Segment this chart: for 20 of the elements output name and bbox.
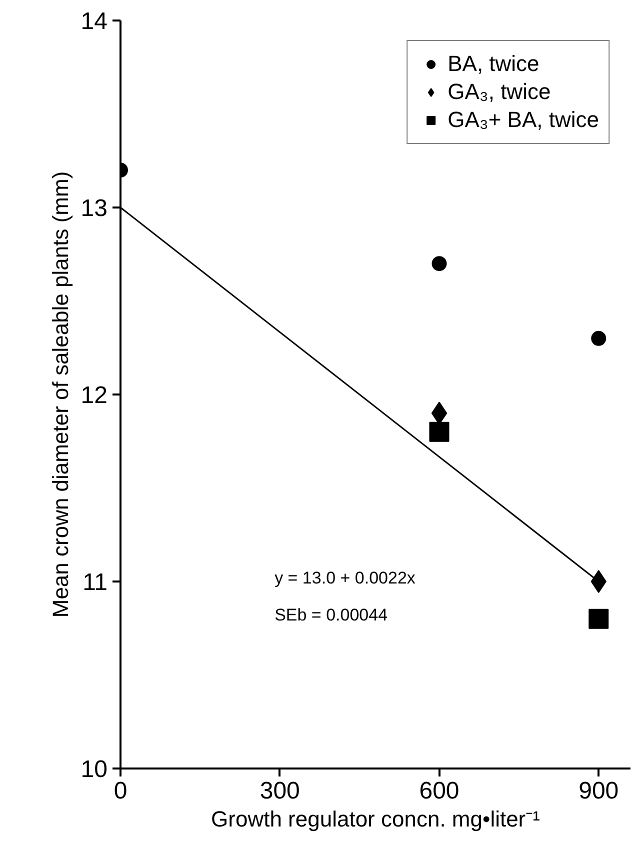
x-axis-title: Growth regulator concn. mg•liter⁻¹ — [211, 806, 540, 832]
x-tick-label: 0 — [114, 778, 128, 804]
y-tick-label: 13 — [80, 195, 108, 222]
point — [432, 256, 447, 272]
annotation: SEb = 0.00044 — [274, 606, 388, 625]
x-tick-label: 600 — [419, 778, 460, 804]
y-tick-label: 11 — [82, 569, 108, 596]
point — [591, 330, 606, 346]
legend-label: BA, twice — [448, 51, 540, 77]
point — [588, 608, 609, 629]
y-tick-label: 10 — [80, 756, 108, 783]
legend-label: GA₃+ BA, twice — [448, 107, 599, 133]
legend-label: GA₃, twice — [448, 79, 551, 105]
x-tick-label: 900 — [578, 778, 619, 804]
y-axis-title: Mean crown diameter of saleable plants (mm) — [48, 171, 73, 618]
y-tick-label: 14 — [80, 8, 108, 35]
annotation: y = 13.0 + 0.0022x — [274, 568, 416, 588]
x-tick-label: 300 — [260, 778, 300, 804]
point — [429, 422, 450, 442]
y-tick-label: 12 — [80, 382, 108, 409]
